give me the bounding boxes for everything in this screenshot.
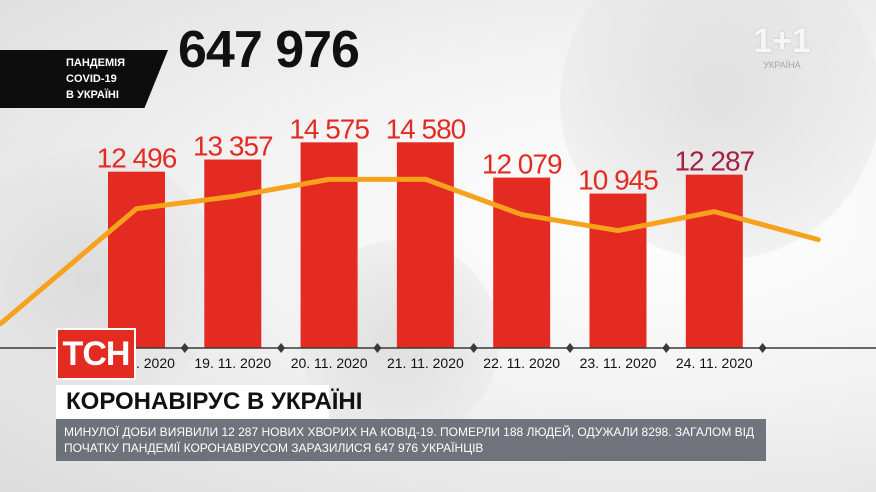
channel-logo-main: 1+1 (753, 22, 811, 60)
date-label-4: 21. 11. 2020 (387, 355, 464, 371)
value-label-7: 12 287 (674, 146, 754, 177)
axis-tick-7 (662, 343, 671, 353)
total-cases-count: 647 976 (178, 21, 360, 79)
bar-5 (493, 177, 551, 348)
axis-tick-6 (566, 343, 574, 353)
value-label-4: 14 580 (386, 113, 466, 144)
bar-1 (108, 171, 165, 348)
bar-4 (396, 142, 454, 348)
channel-logo-sub: УКРАЇНА (763, 60, 801, 70)
trend-line (0, 176, 821, 327)
value-label-6: 10 945 (578, 165, 658, 196)
date-label-7: 24. 11. 2020 (676, 355, 753, 371)
value-label-3: 14 575 (289, 113, 369, 144)
channel-logo: 1+1 УКРАЇНА (742, 24, 822, 70)
news-ticker: МИНУЛОЇ ДОБИ ВИЯВИЛИ 12 287 НОВИХ ХВОРИХ… (56, 419, 766, 461)
date-label-6: 23. 11. 2020 (580, 355, 657, 371)
axis-tick-8 (758, 343, 767, 353)
value-label-2: 13 357 (193, 131, 273, 162)
badge-line-3: В УКРАЇНІ (66, 89, 119, 101)
date-label-3: 20. 11. 2020 (291, 355, 368, 371)
axis-tick-2 (180, 343, 189, 353)
value-label-5: 12 079 (482, 149, 562, 180)
axis-tick-4 (373, 343, 382, 353)
tsn-logo: ТСН (56, 328, 136, 380)
bar-2 (204, 159, 262, 348)
pandemic-badge: ПАНДЕМІЯ COVID-19 В УКРАЇНІ (0, 50, 168, 108)
value-label-1: 12 496 (97, 143, 177, 174)
axis-tick-5 (469, 343, 478, 353)
date-label-5: 22. 11. 2020 (483, 355, 560, 371)
bar-6 (589, 193, 647, 348)
badge-line-1: ПАНДЕМІЯ (66, 57, 126, 69)
bar-3 (300, 142, 358, 348)
bar-7 (685, 174, 743, 348)
badge-line-2: COVID-19 (66, 73, 117, 85)
axis-tick-3 (277, 343, 286, 353)
headline: КОРОНАВІРУС В УКРАЇНІ (56, 385, 362, 419)
date-label-2: 19. 11. 2020 (194, 355, 271, 371)
